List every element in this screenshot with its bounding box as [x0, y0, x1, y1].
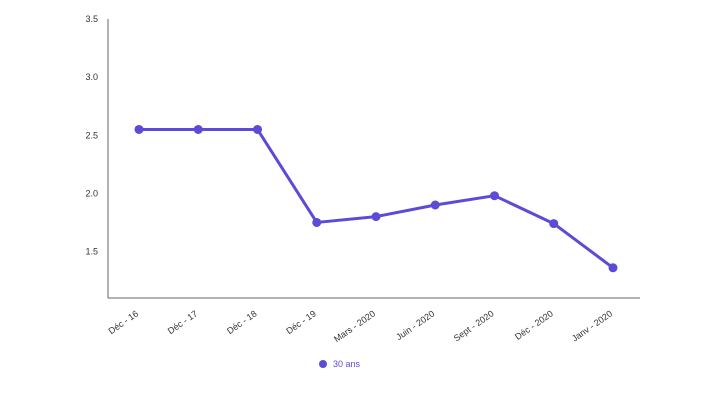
legend-label: 30 ans: [333, 359, 361, 369]
data-point: [312, 217, 322, 227]
series-layer: [134, 124, 618, 273]
x-tick-label: Mars - 2020: [332, 308, 377, 344]
y-tick-labels: 1.5 2.0 2.5 3.0 3.5: [85, 14, 98, 257]
x-tick-label: Déc - 2020: [513, 308, 555, 341]
legend: 30 ans: [319, 359, 361, 369]
x-tick-label: Déc - 18: [225, 308, 259, 336]
y-tick-label: 3.5: [85, 14, 98, 24]
y-tick-label: 2.5: [85, 130, 98, 140]
data-point: [430, 200, 440, 210]
y-tick-label: 2.0: [85, 188, 98, 198]
data-point: [371, 212, 381, 222]
data-point: [134, 124, 144, 134]
x-tick-label: Sept - 2020: [452, 308, 496, 343]
series-line-30-ans: [139, 127, 614, 269]
x-tick-label: Juin - 2020: [394, 308, 436, 342]
data-point: [549, 219, 559, 229]
y-tick-label: 3.0: [85, 72, 98, 82]
x-tick-label: Janv - 2020: [570, 308, 614, 343]
data-point: [608, 263, 618, 273]
x-tick-label: Déc - 19: [284, 308, 318, 336]
x-tick-label: Déc - 16: [107, 308, 141, 336]
legend-marker-30-ans: [319, 360, 327, 368]
x-tick-label: Déc - 17: [166, 308, 200, 336]
x-tick-labels: Déc - 16 Déc - 17 Déc - 18 Déc - 19 Mars - 2…: [107, 308, 615, 344]
data-point: [490, 191, 499, 201]
y-tick-label: 1.5: [85, 247, 98, 257]
data-point: [253, 124, 262, 134]
axes: [107, 19, 640, 299]
data-point: [193, 124, 203, 134]
